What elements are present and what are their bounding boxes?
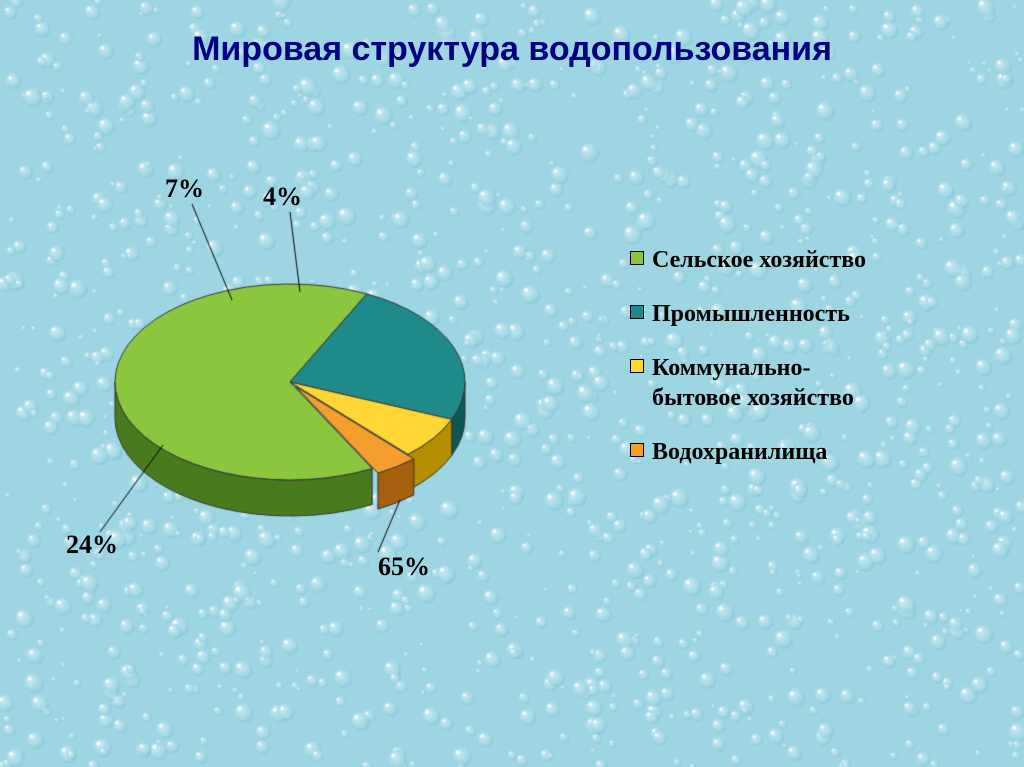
legend-item-municipal: Коммунально- бытовое хозяйство (630, 353, 866, 413)
callout-label-reservoirs: 4% (263, 182, 302, 212)
legend: Сельское хозяйство Промышленность Коммунал… (630, 245, 866, 491)
legend-item-industry: Промышленность (630, 299, 866, 329)
legend-label: Водохранилища (652, 437, 827, 467)
legend-swatch (630, 305, 644, 319)
pie-chart-3d (0, 24, 725, 767)
callout-label-industry: 24% (66, 530, 118, 560)
legend-item-reservoirs: Водохранилища (630, 437, 866, 467)
chart-stage: Мировая структура водопользования Сельск… (0, 0, 1024, 767)
legend-label: Коммунально- бытовое хозяйство (652, 353, 854, 413)
legend-swatch (630, 251, 644, 265)
callout-label-agriculture: 65% (378, 552, 430, 582)
legend-item-agriculture: Сельское хозяйство (630, 245, 866, 275)
legend-label: Промышленность (652, 299, 850, 329)
legend-swatch (630, 443, 644, 457)
legend-label: Сельское хозяйство (652, 245, 866, 275)
callout-label-municipal: 7% (165, 174, 204, 204)
legend-swatch (630, 359, 644, 373)
